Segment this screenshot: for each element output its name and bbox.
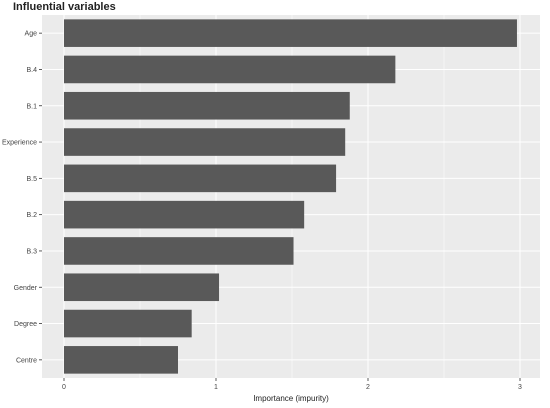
bar-b-5 — [64, 164, 337, 193]
x-axis-title: Importance (impurity) — [253, 394, 329, 403]
bars-group — [64, 19, 517, 374]
bar-b-3 — [64, 237, 294, 265]
bar-b-2 — [64, 200, 305, 229]
y-tick-label: Experience — [2, 140, 37, 147]
y-tick-label: Centre — [16, 357, 37, 364]
y-tick-label: Age — [25, 31, 38, 38]
x-tick-label: 2 — [366, 384, 370, 391]
bar-age — [64, 19, 517, 47]
bar-b-1 — [64, 91, 350, 120]
y-tick-label: B.2 — [26, 212, 37, 219]
y-tick-label: Gender — [14, 285, 38, 292]
bar-gender — [64, 273, 220, 302]
x-axis: 0 1 2 3 — [62, 378, 522, 391]
x-tick-label: 0 — [62, 384, 66, 391]
bar-experience — [64, 128, 346, 156]
y-axis: Age B.4 B.1 Experience B.5 B.2 B.3 Gender Degree… — [2, 31, 42, 364]
y-tick-label: B.5 — [26, 176, 37, 183]
chart-title: Influential variables — [13, 1, 116, 13]
x-tick-label: 3 — [518, 384, 522, 391]
y-tick-label: B.1 — [26, 103, 37, 110]
y-tick-label: B.4 — [26, 67, 37, 74]
bar-degree — [64, 309, 192, 338]
bar-centre — [64, 346, 178, 374]
y-tick-label: B.3 — [26, 248, 37, 255]
y-tick-label: Degree — [14, 321, 37, 328]
bar-b-4 — [64, 55, 396, 84]
x-tick-label: 1 — [214, 384, 218, 391]
